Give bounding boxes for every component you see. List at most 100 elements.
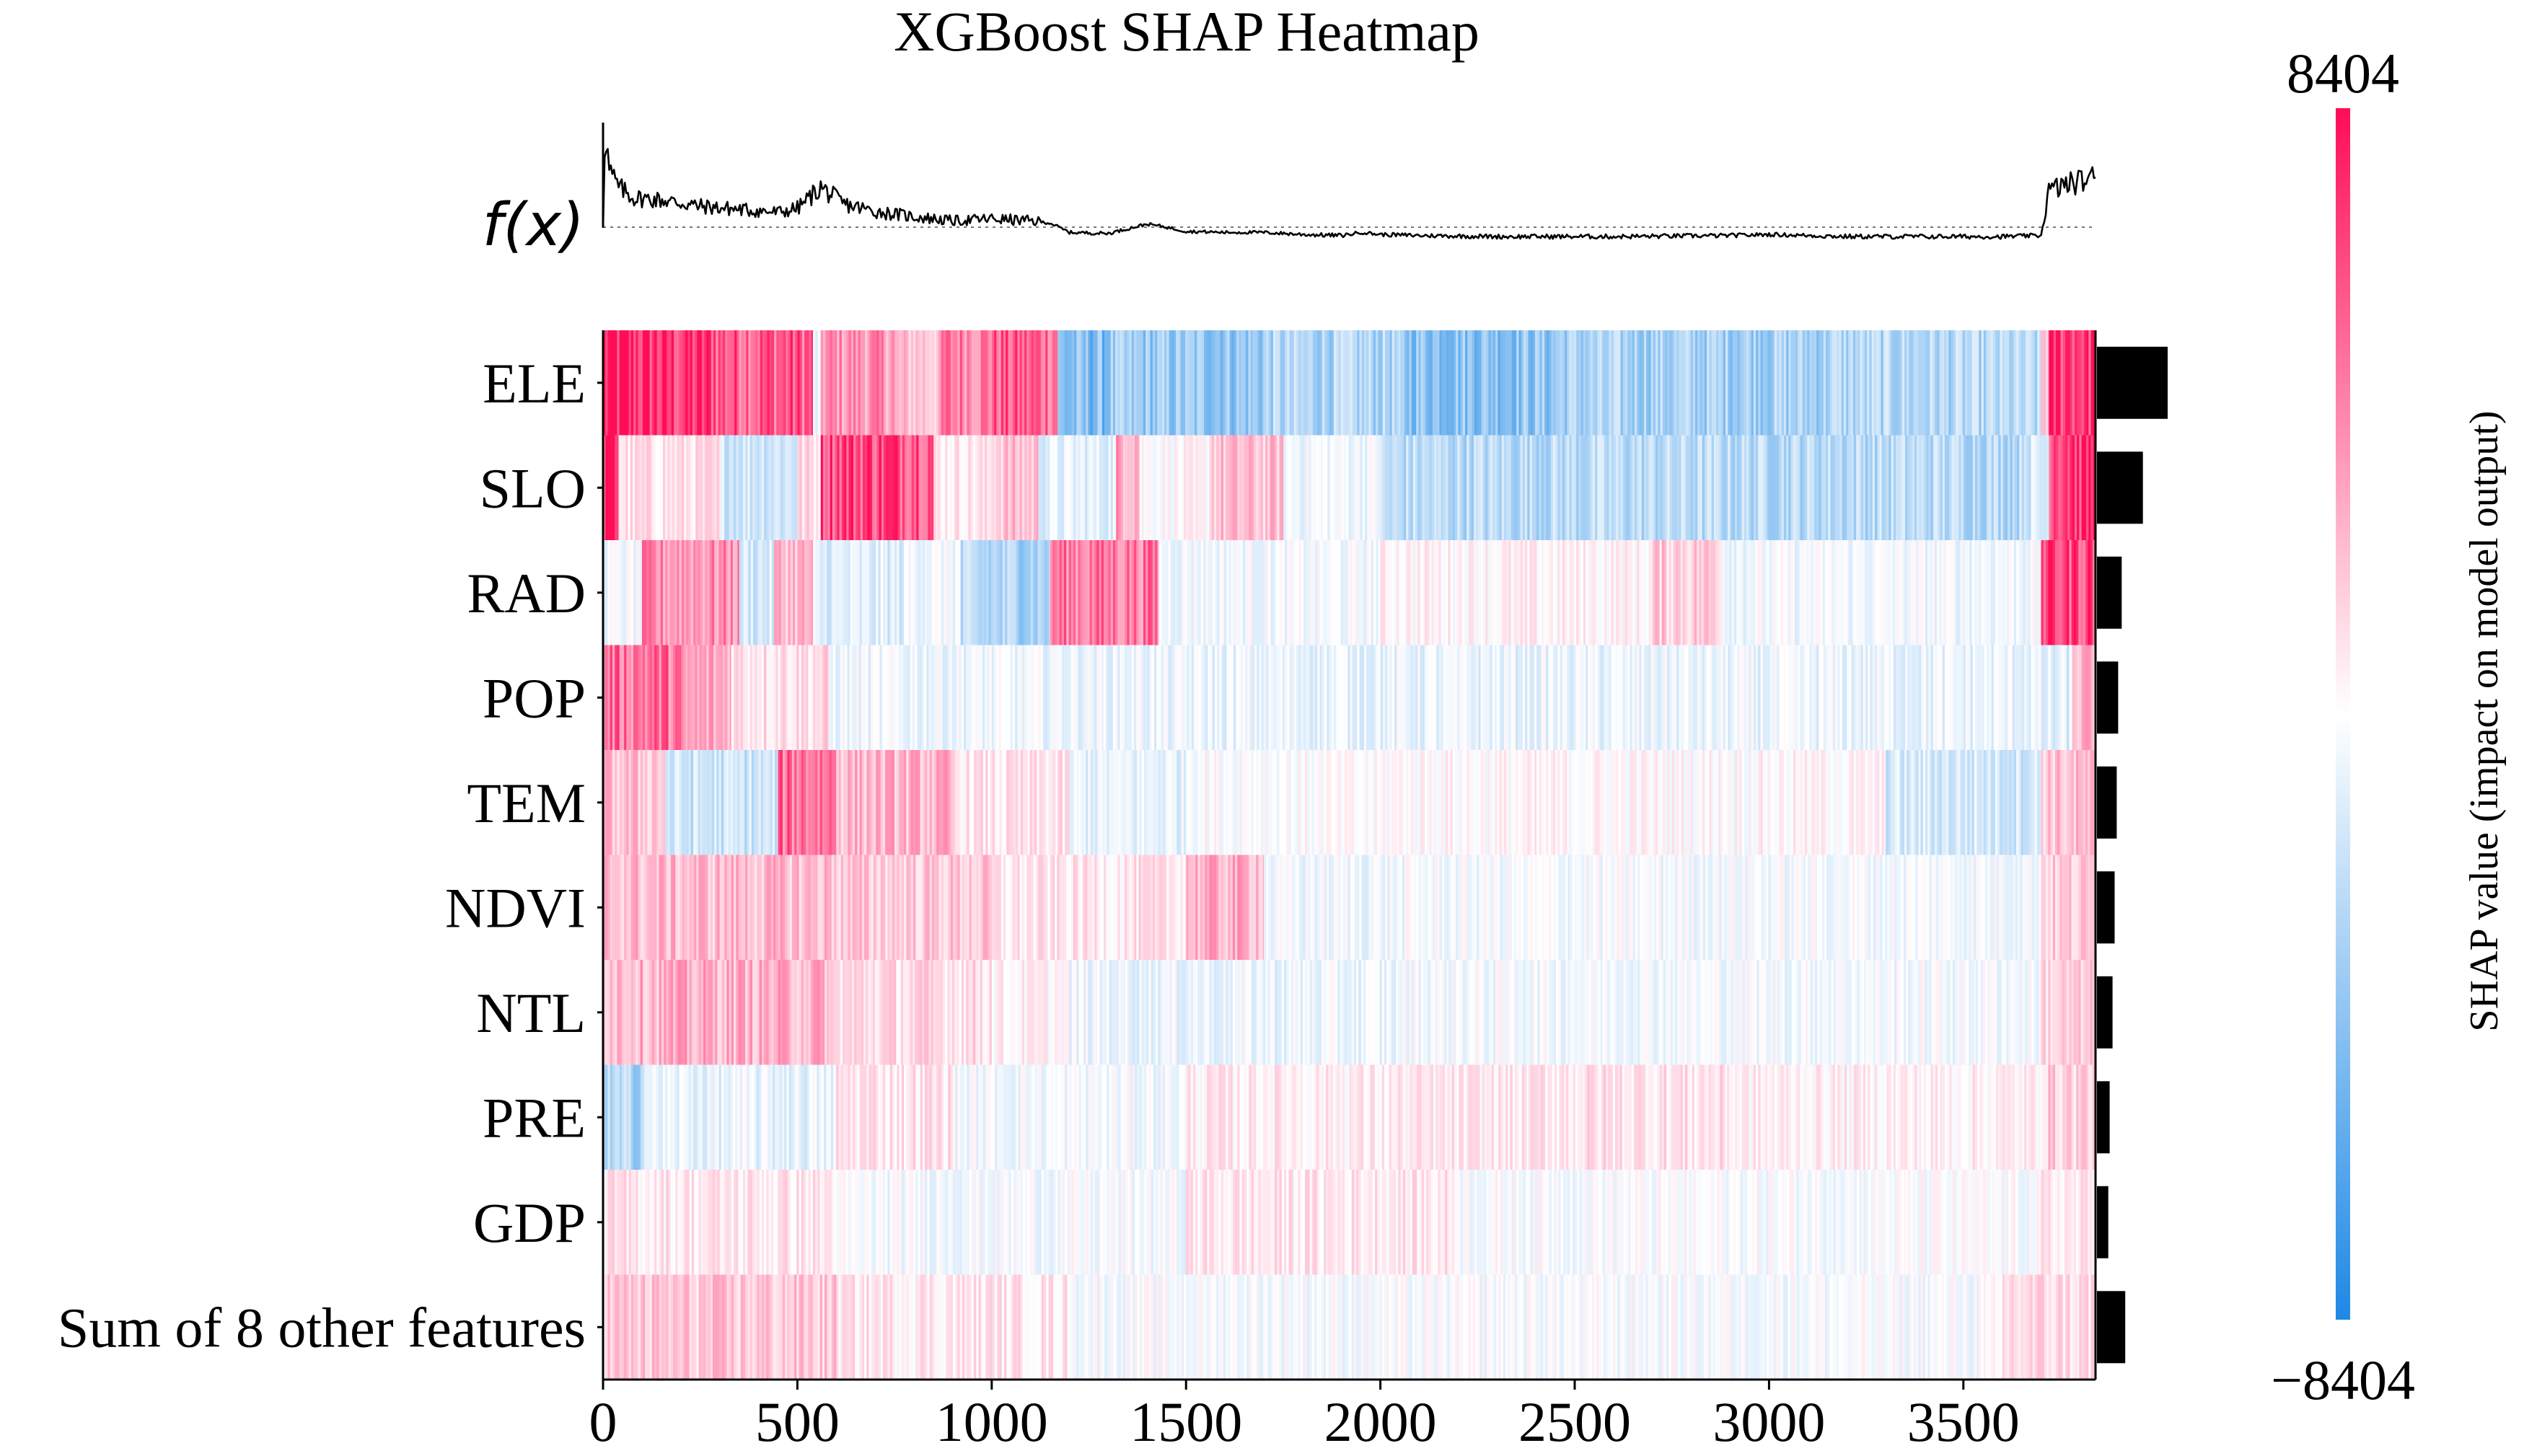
heatmap-cell	[1826, 750, 1829, 855]
heatmap-cell	[1371, 855, 1374, 960]
heatmap-cell	[1976, 855, 1979, 960]
heatmap-cell	[1399, 750, 1402, 855]
heatmap-cell	[1469, 855, 1473, 960]
heatmap-cell	[1588, 540, 1591, 645]
heatmap-cell	[1138, 540, 1142, 645]
heatmap-cell	[1010, 435, 1013, 540]
heatmap-cell	[607, 855, 611, 960]
heatmap-cell	[654, 1064, 656, 1170]
heatmap-cell	[1266, 330, 1270, 436]
heatmap-cell	[997, 1064, 1001, 1170]
heatmap-cell	[1139, 960, 1143, 1065]
heatmap-cell	[1328, 960, 1332, 1065]
heatmap-cell	[1340, 540, 1344, 645]
heatmap-cell	[775, 750, 778, 855]
heatmap-cell	[1660, 435, 1663, 540]
heatmap-cell	[794, 960, 797, 1065]
heatmap-cell	[905, 960, 909, 1065]
heatmap-cell	[1279, 1064, 1283, 1170]
heatmap-cell	[1481, 330, 1485, 436]
heatmap-cell	[1322, 855, 1325, 960]
heatmap-cell	[978, 750, 982, 855]
heatmap-cell	[927, 855, 931, 960]
heatmap-cell	[1131, 540, 1135, 645]
heatmap-cell	[735, 1064, 739, 1170]
heatmap-cell	[732, 750, 736, 855]
heatmap-cell	[934, 1064, 937, 1170]
heatmap-cell	[1567, 645, 1570, 750]
heatmap-cell	[615, 435, 617, 540]
heatmap-cell	[2002, 435, 2006, 540]
heatmap-cell	[1017, 330, 1021, 436]
heatmap-cell	[1666, 960, 1668, 1065]
heatmap-cell	[1336, 540, 1340, 645]
heatmap-cell	[1369, 435, 1373, 540]
heatmap-cell	[900, 645, 904, 750]
heatmap-cell	[1943, 330, 1947, 436]
heatmap-cell	[739, 330, 742, 436]
heatmap-cell	[757, 960, 760, 1065]
heatmap-cell	[1686, 645, 1689, 750]
heatmap-cell	[1290, 960, 1294, 1065]
heatmap-cell	[1989, 960, 1993, 1065]
heatmap-cell	[1333, 645, 1337, 750]
heatmap-cell	[1819, 645, 1822, 750]
heatmap-cell	[1122, 1064, 1126, 1170]
heatmap-cell	[1385, 645, 1388, 750]
heatmap-cell	[640, 750, 643, 855]
heatmap-cell	[1655, 540, 1658, 645]
heatmap-cell	[1096, 645, 1100, 750]
heatmap-cell	[1749, 330, 1752, 436]
heatmap-cell	[1968, 435, 1971, 540]
heatmap-cell	[610, 855, 613, 960]
heatmap-cell	[672, 1064, 675, 1170]
heatmap-cell	[1699, 540, 1702, 645]
heatmap-cell	[1108, 855, 1112, 960]
heatmap-cell	[930, 435, 933, 540]
heatmap-cell	[990, 540, 994, 645]
heatmap-cell	[1005, 540, 1008, 645]
heatmap-cell	[1398, 960, 1401, 1065]
heatmap-cell	[1604, 330, 1607, 436]
heatmap-cell	[686, 540, 690, 645]
heatmap-cell	[1209, 960, 1213, 1065]
heatmap-cell	[1492, 435, 1495, 540]
heatmap-cell	[1212, 540, 1215, 645]
heatmap-cell	[1992, 540, 1996, 645]
heatmap-cell	[1386, 1064, 1390, 1170]
heatmap-cell	[1655, 750, 1658, 855]
heatmap-cell	[976, 855, 980, 960]
heatmap-cell	[692, 645, 695, 750]
heatmap-cell	[1280, 645, 1283, 750]
heatmap-cell	[1066, 645, 1070, 750]
heatmap-cell	[942, 960, 946, 1065]
heatmap-cell	[990, 750, 993, 855]
heatmap-cell	[1706, 1064, 1709, 1170]
heatmap-cell	[1435, 960, 1438, 1065]
heatmap-cell	[633, 645, 636, 750]
heatmap-cell	[841, 435, 845, 540]
heatmap-cell	[1634, 645, 1637, 750]
heatmap-cell	[1869, 330, 1873, 436]
heatmap-cell	[1788, 540, 1791, 645]
heatmap-cell	[906, 855, 910, 960]
heatmap-cell	[1597, 540, 1601, 645]
heatmap-cell	[633, 960, 636, 1065]
heatmap-cell	[2073, 750, 2077, 855]
heatmap-cell	[1787, 960, 1790, 1065]
heatmap-cell	[698, 750, 701, 855]
heatmap-cell	[1675, 855, 1678, 960]
heatmap-cell	[1609, 540, 1612, 645]
heatmap-cell	[1505, 1064, 1508, 1170]
heatmap-cell	[915, 855, 919, 960]
heatmap-cell	[1000, 540, 1003, 645]
heatmap-cell	[1661, 1064, 1665, 1170]
heatmap-cell	[1513, 435, 1516, 540]
heatmap-cell	[1186, 960, 1190, 1065]
heatmap-cell	[1940, 855, 1944, 960]
heatmap-cell	[1055, 645, 1057, 750]
heatmap-cell	[1061, 855, 1065, 960]
heatmap-cell	[1436, 435, 1440, 540]
heatmap-cell	[1984, 960, 1988, 1065]
heatmap-cell	[654, 750, 657, 855]
